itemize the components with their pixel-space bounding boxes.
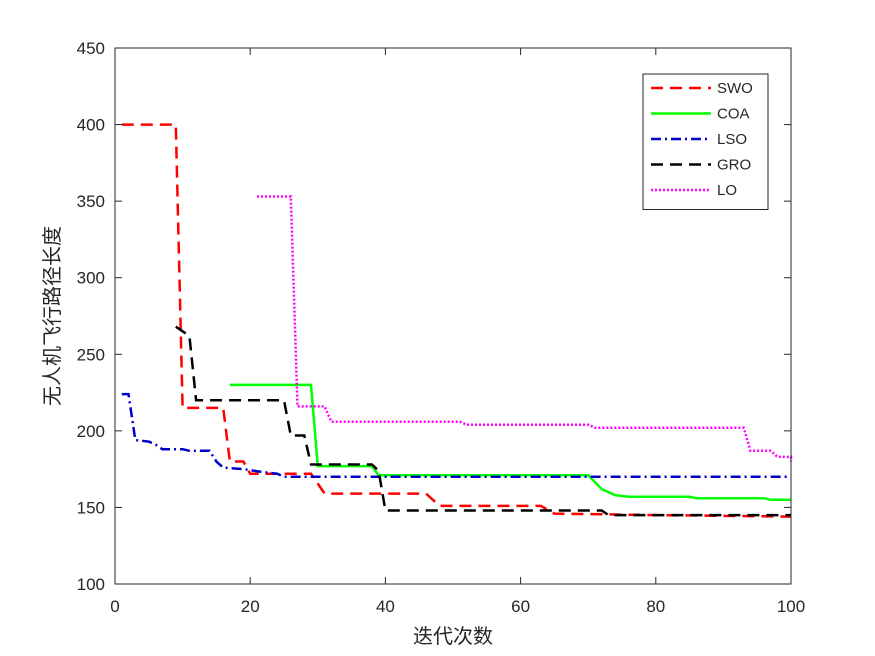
- x-tick-label: 100: [777, 597, 805, 616]
- y-tick-label: 150: [77, 498, 105, 517]
- x-tick-label: 20: [241, 597, 260, 616]
- y-tick-label: 300: [77, 269, 105, 288]
- y-tick-label: 200: [77, 422, 105, 441]
- y-tick-label: 250: [77, 345, 105, 364]
- legend-label-coa: COA: [717, 106, 750, 123]
- x-tick-label: 40: [376, 597, 395, 616]
- x-tick-label: 60: [511, 597, 530, 616]
- y-tick-label: 450: [77, 39, 105, 58]
- y-tick-label: 400: [77, 116, 105, 135]
- axes: 0 20 40 60 80 100 100 150 200 250 300 350 400 450: [77, 39, 806, 616]
- legend-label-swo: SWO: [717, 80, 753, 97]
- y-tick-label: 350: [77, 192, 105, 211]
- legend: SWO COA LSO GRO LO: [642, 73, 769, 210]
- series-line-gro: [175, 325, 791, 517]
- series-line-lo: [257, 195, 793, 462]
- x-tick-label: 80: [646, 597, 665, 616]
- series-layer: [121, 123, 793, 518]
- x-tick-label: 0: [110, 597, 119, 616]
- legend-label-lo: LO: [717, 182, 737, 199]
- series-line-coa: [229, 383, 791, 502]
- series-line-swo: [121, 123, 792, 518]
- legend-box: [642, 73, 769, 210]
- legend-label-gro: GRO: [717, 157, 751, 174]
- y-axis-label: 无人机飞行路径长度: [41, 226, 64, 406]
- legend-label-lso: LSO: [717, 131, 747, 148]
- y-tick-label: 100: [77, 575, 105, 594]
- x-axis-label: 迭代次数: [413, 625, 493, 648]
- axes-box: [114, 47, 792, 585]
